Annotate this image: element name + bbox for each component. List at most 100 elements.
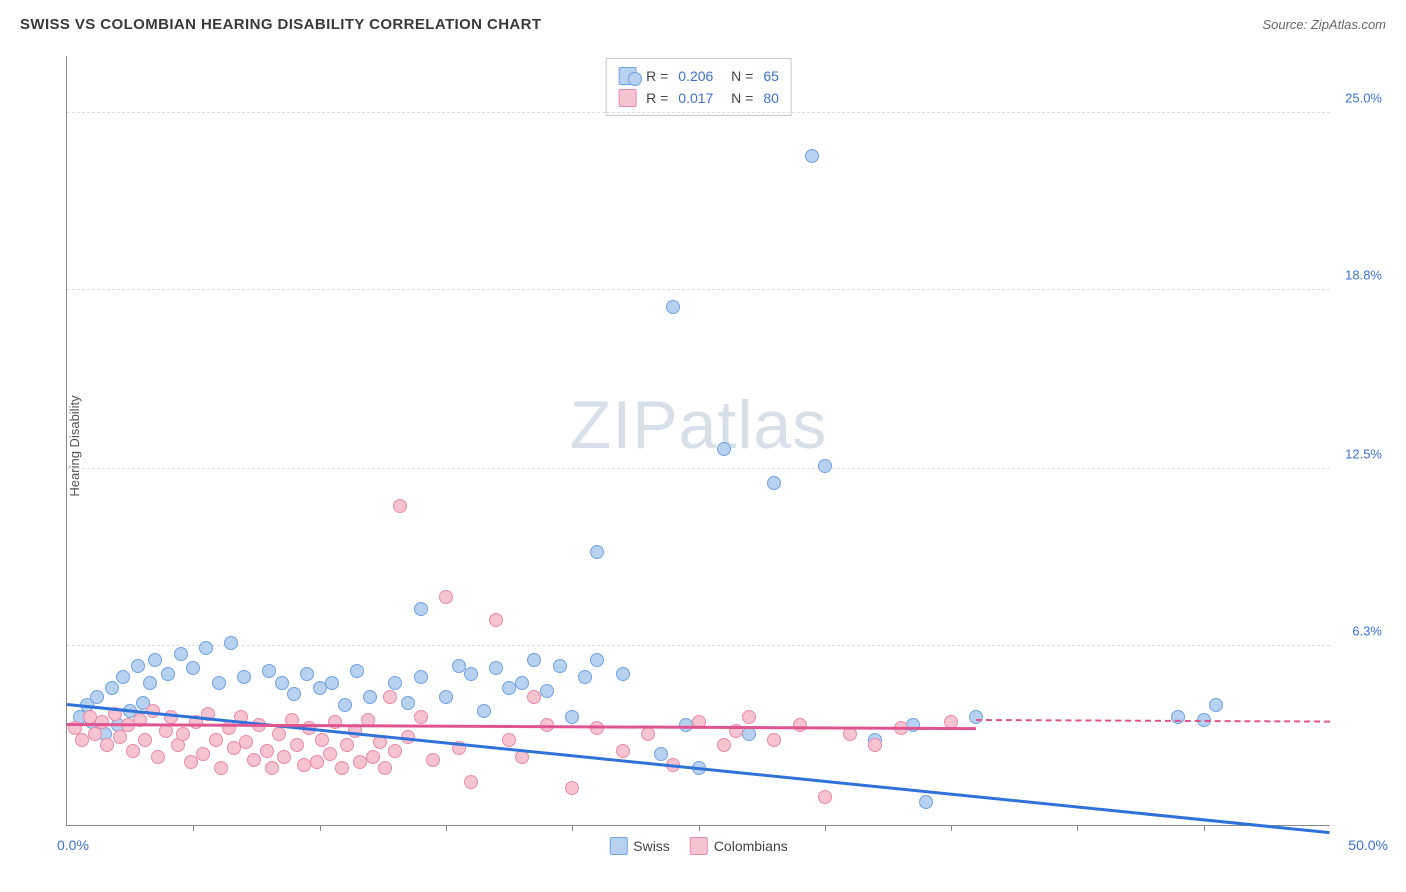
data-point bbox=[116, 670, 130, 684]
data-point bbox=[184, 755, 198, 769]
data-point bbox=[969, 710, 983, 724]
legend-item-swiss: Swiss bbox=[609, 837, 670, 855]
x-tick bbox=[1204, 825, 1205, 831]
x-tick bbox=[572, 825, 573, 831]
x-tick bbox=[446, 825, 447, 831]
data-point bbox=[540, 684, 554, 698]
x-tick bbox=[320, 825, 321, 831]
data-point bbox=[590, 653, 604, 667]
data-point bbox=[196, 747, 210, 761]
watermark-bold: ZIP bbox=[570, 387, 679, 463]
data-point bbox=[209, 733, 223, 747]
y-tick-label: 18.8% bbox=[1345, 267, 1382, 282]
watermark-light: atlas bbox=[679, 387, 828, 463]
data-point bbox=[818, 790, 832, 804]
data-point bbox=[515, 676, 529, 690]
chart-header: SWISS VS COLOMBIAN HEARING DISABILITY CO… bbox=[16, 16, 1390, 41]
y-tick-label: 25.0% bbox=[1345, 90, 1382, 105]
data-point bbox=[164, 710, 178, 724]
data-point bbox=[247, 753, 261, 767]
data-point bbox=[565, 710, 579, 724]
x-tick bbox=[825, 825, 826, 831]
trend-line-dashed bbox=[976, 719, 1330, 723]
data-point bbox=[176, 727, 190, 741]
data-point bbox=[742, 727, 756, 741]
data-point bbox=[239, 735, 253, 749]
data-point bbox=[590, 545, 604, 559]
colombians-label: Colombians bbox=[714, 838, 788, 854]
data-point bbox=[388, 676, 402, 690]
data-point bbox=[272, 727, 286, 741]
stats-legend: R = 0.206 N = 65 R = 0.017 N = 80 bbox=[605, 58, 792, 116]
swiss-label: Swiss bbox=[633, 838, 670, 854]
data-point bbox=[742, 710, 756, 724]
data-point bbox=[565, 781, 579, 795]
x-tick bbox=[1077, 825, 1078, 831]
data-point bbox=[767, 733, 781, 747]
data-point bbox=[151, 750, 165, 764]
data-point bbox=[527, 690, 541, 704]
data-point bbox=[214, 761, 228, 775]
swiss-n-value: 65 bbox=[763, 68, 779, 84]
series-legend: Swiss Colombians bbox=[609, 837, 788, 855]
data-point bbox=[186, 661, 200, 675]
data-point bbox=[805, 149, 819, 163]
data-point bbox=[100, 738, 114, 752]
data-point bbox=[439, 690, 453, 704]
data-point bbox=[654, 747, 668, 761]
data-point bbox=[126, 744, 140, 758]
x-tick bbox=[699, 825, 700, 831]
gridline bbox=[67, 112, 1330, 113]
data-point bbox=[414, 710, 428, 724]
data-point bbox=[767, 476, 781, 490]
data-point bbox=[90, 690, 104, 704]
data-point bbox=[818, 459, 832, 473]
data-point bbox=[717, 442, 731, 456]
data-point bbox=[148, 653, 162, 667]
swiss-swatch-icon bbox=[609, 837, 627, 855]
data-point bbox=[383, 690, 397, 704]
data-point bbox=[439, 590, 453, 604]
data-point bbox=[426, 753, 440, 767]
data-point bbox=[489, 613, 503, 627]
stats-row-colombians: R = 0.017 N = 80 bbox=[618, 87, 779, 109]
data-point bbox=[401, 696, 415, 710]
data-point bbox=[315, 733, 329, 747]
n-label: N = bbox=[723, 90, 753, 106]
data-point bbox=[300, 667, 314, 681]
data-point bbox=[325, 676, 339, 690]
data-point bbox=[868, 738, 882, 752]
data-point bbox=[363, 690, 377, 704]
data-point bbox=[502, 733, 516, 747]
gridline bbox=[67, 645, 1330, 646]
data-point bbox=[464, 667, 478, 681]
plot-area: ZIPatlas R = 0.206 N = 65 R = 0.017 N = … bbox=[66, 56, 1330, 826]
data-point bbox=[224, 636, 238, 650]
data-point bbox=[527, 653, 541, 667]
data-point bbox=[717, 738, 731, 752]
colombians-r-value: 0.017 bbox=[678, 90, 713, 106]
data-point bbox=[199, 641, 213, 655]
n-label: N = bbox=[723, 68, 753, 84]
x-min-label: 0.0% bbox=[57, 837, 89, 853]
data-point bbox=[262, 664, 276, 678]
y-tick-label: 6.3% bbox=[1352, 623, 1382, 638]
data-point bbox=[328, 715, 342, 729]
stats-row-swiss: R = 0.206 N = 65 bbox=[618, 65, 779, 87]
data-point bbox=[143, 676, 157, 690]
y-tick-label: 12.5% bbox=[1345, 446, 1382, 461]
data-point bbox=[335, 761, 349, 775]
data-point bbox=[628, 72, 642, 86]
data-point bbox=[159, 724, 173, 738]
chart-source: Source: ZipAtlas.com bbox=[1262, 17, 1386, 32]
data-point bbox=[414, 602, 428, 616]
data-point bbox=[366, 750, 380, 764]
data-point bbox=[477, 704, 491, 718]
correlation-chart: SWISS VS COLOMBIAN HEARING DISABILITY CO… bbox=[16, 16, 1390, 876]
legend-item-colombians: Colombians bbox=[690, 837, 788, 855]
data-point bbox=[578, 670, 592, 684]
r-label: R = bbox=[646, 90, 668, 106]
data-point bbox=[265, 761, 279, 775]
data-point bbox=[260, 744, 274, 758]
colombians-swatch-icon bbox=[690, 837, 708, 855]
